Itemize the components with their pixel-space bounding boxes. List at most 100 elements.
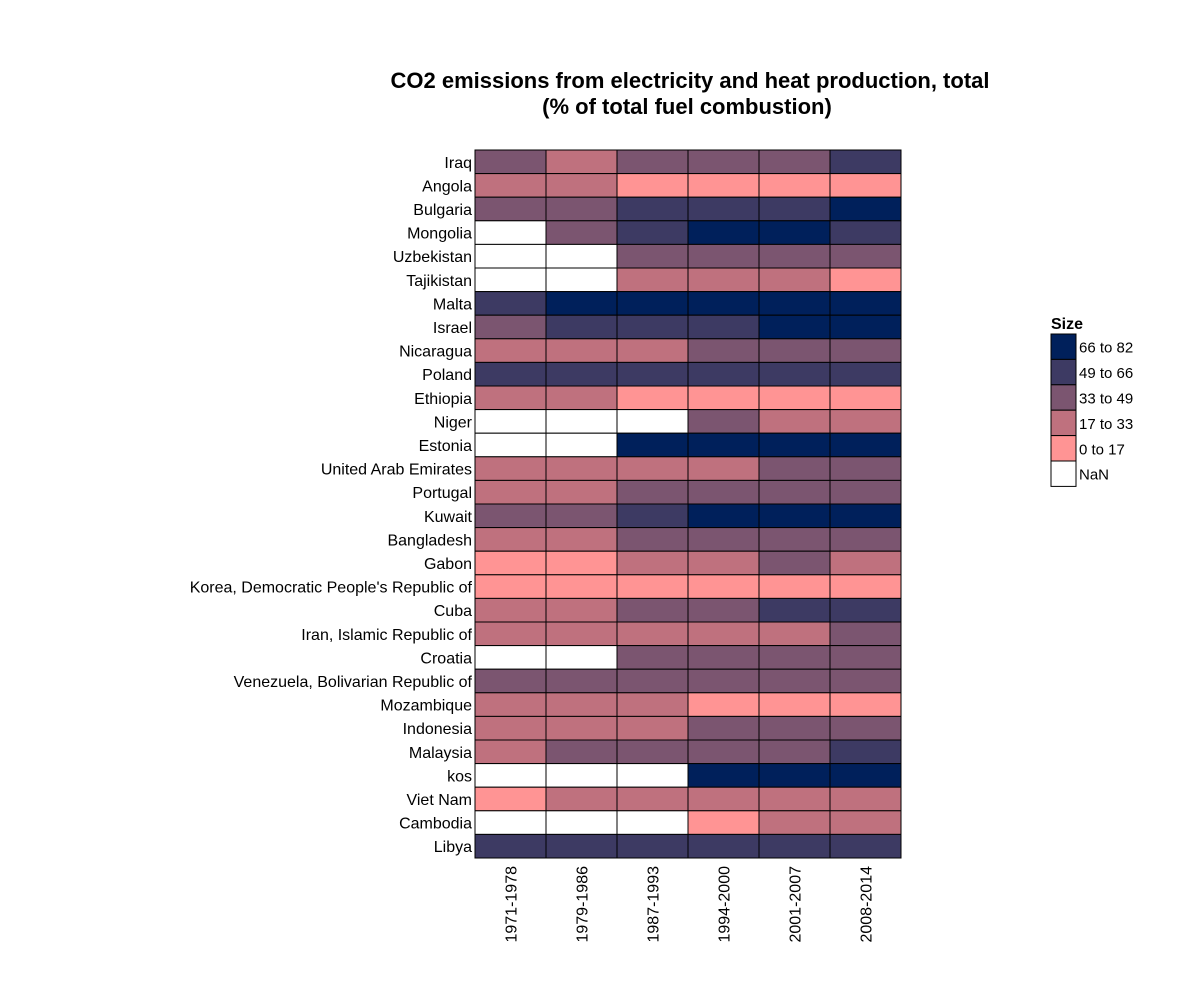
heatmap-cell bbox=[829, 220, 902, 245]
heatmap-cell bbox=[616, 361, 689, 387]
heatmap-cells bbox=[474, 149, 902, 859]
heatmap-cell bbox=[616, 196, 689, 222]
heatmap-cell bbox=[545, 409, 618, 434]
row-label: Indonesia bbox=[403, 721, 472, 738]
legend-swatch bbox=[1050, 435, 1077, 462]
heatmap-cell bbox=[545, 314, 618, 340]
heatmap-cell bbox=[616, 574, 689, 599]
legend-entries: 66 to 82 49 to 66 33 to 49 17 to 33 0 to 17 N… bbox=[1050, 333, 1133, 487]
heatmap-cell bbox=[829, 763, 902, 788]
heatmap-cell bbox=[616, 432, 689, 458]
legend-label: 49 to 66 bbox=[1079, 365, 1133, 382]
heatmap-cell bbox=[616, 715, 689, 741]
heatmap-cell bbox=[616, 409, 689, 434]
heatmap-cell bbox=[687, 597, 760, 623]
row-label: Venezuela, Bolivarian Republic of bbox=[234, 674, 473, 691]
column-label: 2001-2007 bbox=[788, 866, 805, 943]
legend-swatch bbox=[1050, 333, 1077, 360]
heatmap-cell bbox=[829, 149, 902, 175]
heatmap-cell bbox=[687, 267, 760, 293]
heatmap-cell bbox=[474, 220, 547, 245]
heatmap-cell bbox=[474, 503, 547, 529]
row-label: Tajikistan bbox=[406, 273, 472, 290]
heatmap-cell bbox=[616, 456, 689, 481]
row-label: Poland bbox=[422, 367, 472, 384]
heatmap-cell bbox=[616, 503, 689, 529]
heatmap-cell bbox=[758, 621, 831, 647]
heatmap-cell bbox=[687, 243, 760, 269]
heatmap-cell bbox=[474, 597, 547, 623]
row-label: Angola bbox=[422, 178, 472, 195]
heatmap-cell bbox=[829, 361, 902, 387]
heatmap-cell bbox=[545, 668, 618, 694]
heatmap-cell bbox=[829, 409, 902, 434]
column-label: 1987-1993 bbox=[646, 866, 663, 943]
row-label: Iran, Islamic Republic of bbox=[301, 627, 472, 644]
heatmap-cell bbox=[616, 338, 689, 363]
heatmap-cell bbox=[758, 385, 831, 411]
heatmap-cell bbox=[474, 739, 547, 765]
heatmap-cell bbox=[758, 314, 831, 340]
heatmap-cell bbox=[758, 763, 831, 788]
chart-title-line-2: (% of total fuel combustion) bbox=[542, 94, 832, 119]
legend-swatch bbox=[1050, 384, 1077, 411]
heatmap-cell bbox=[829, 715, 902, 741]
legend-label: 0 to 17 bbox=[1079, 441, 1125, 458]
heatmap-cell bbox=[687, 833, 760, 859]
heatmap-cell bbox=[474, 173, 547, 198]
heatmap-cell bbox=[545, 503, 618, 529]
heatmap-cell bbox=[758, 715, 831, 741]
heatmap-cell bbox=[474, 267, 547, 293]
heatmap-cell bbox=[687, 550, 760, 576]
heatmap-cell bbox=[545, 220, 618, 245]
heatmap-cell bbox=[758, 291, 831, 316]
heatmap-cell bbox=[616, 597, 689, 623]
heatmap-cell bbox=[829, 432, 902, 458]
row-label: Malaysia bbox=[409, 745, 472, 762]
heatmap-cell bbox=[616, 763, 689, 788]
heatmap-cell bbox=[474, 338, 547, 363]
heatmap-cell bbox=[545, 645, 618, 670]
heatmap-cell bbox=[758, 503, 831, 529]
heatmap-cell bbox=[474, 763, 547, 788]
row-label: Gabon bbox=[424, 556, 472, 573]
heatmap-cell bbox=[616, 739, 689, 765]
heatmap-cell bbox=[687, 220, 760, 245]
legend-label: NaN bbox=[1079, 467, 1109, 484]
heatmap-cell bbox=[829, 173, 902, 198]
heatmap-cell bbox=[616, 550, 689, 576]
heatmap-cell bbox=[758, 361, 831, 387]
heatmap-cell bbox=[758, 550, 831, 576]
row-label: Kuwait bbox=[424, 509, 473, 526]
heatmap-cell bbox=[616, 621, 689, 647]
heatmap-cell bbox=[545, 385, 618, 411]
heatmap-cell bbox=[474, 550, 547, 576]
heatmap-cell bbox=[545, 574, 618, 599]
heatmap-cell bbox=[545, 479, 618, 505]
heatmap-cell bbox=[474, 196, 547, 222]
heatmap-cell bbox=[616, 786, 689, 812]
heatmap-cell bbox=[545, 692, 618, 717]
heatmap-cell bbox=[829, 739, 902, 765]
heatmap-cell bbox=[758, 149, 831, 175]
chart-title-line-1: CO2 emissions from electricity and heat … bbox=[390, 68, 989, 93]
heatmap-cell bbox=[616, 833, 689, 859]
heatmap-cell bbox=[474, 291, 547, 316]
heatmap-cell bbox=[758, 645, 831, 670]
heatmap-cell bbox=[474, 432, 547, 458]
heatmap-cell bbox=[616, 479, 689, 505]
heatmap-cell bbox=[758, 692, 831, 717]
heatmap-cell bbox=[829, 196, 902, 222]
row-label: Bulgaria bbox=[413, 202, 472, 219]
heatmap-cell bbox=[545, 291, 618, 316]
heatmap-cell bbox=[758, 786, 831, 812]
heatmap-cell bbox=[687, 739, 760, 765]
heatmap-cell bbox=[545, 456, 618, 481]
heatmap-cell bbox=[687, 668, 760, 694]
heatmap-cell bbox=[545, 833, 618, 859]
heatmap-cell bbox=[616, 267, 689, 293]
heatmap-cell bbox=[687, 574, 760, 599]
heatmap-cell bbox=[616, 149, 689, 175]
heatmap-cell bbox=[545, 338, 618, 363]
row-labels: Iraq Angola Bulgaria Mongolia Uzbekistan Taji… bbox=[190, 155, 473, 856]
